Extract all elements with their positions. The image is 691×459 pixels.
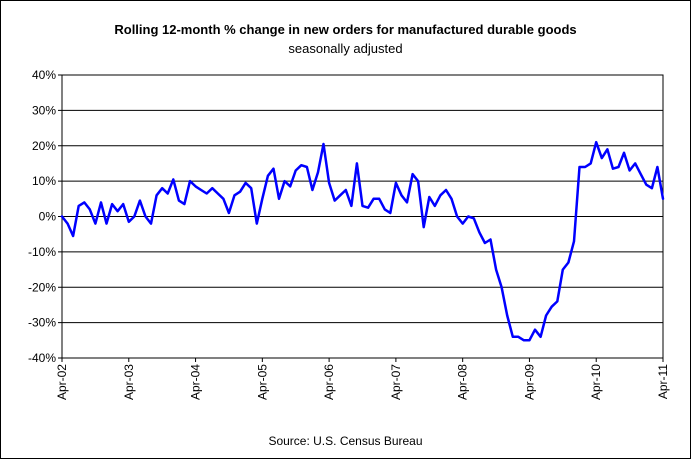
x-tick-label: Apr-04 bbox=[189, 364, 203, 400]
y-tick-label: 30% bbox=[32, 103, 56, 117]
series-line bbox=[60, 140, 665, 342]
y-tick-label: 0% bbox=[39, 210, 57, 224]
y-tick-label: -30% bbox=[28, 316, 56, 330]
x-tick-label: Apr-05 bbox=[255, 364, 269, 400]
y-tick-label: -40% bbox=[28, 351, 56, 365]
chart-title: Rolling 12-month % change in new orders … bbox=[114, 22, 577, 37]
source-note: Source: U.S. Census Bureau bbox=[268, 434, 423, 448]
y-tick-label: -10% bbox=[28, 245, 56, 259]
chart-subtitle: seasonally adjusted bbox=[288, 41, 403, 56]
x-tick-label: Apr-06 bbox=[322, 364, 336, 400]
y-tick-label: 10% bbox=[32, 174, 56, 188]
x-tick-label: Apr-08 bbox=[456, 364, 470, 400]
x-tick-label: Apr-07 bbox=[389, 364, 403, 400]
x-tick-label: Apr-11 bbox=[656, 364, 670, 399]
y-tick-label: -20% bbox=[28, 280, 56, 294]
x-tick-label: Apr-09 bbox=[522, 364, 536, 400]
x-tick-label: Apr-10 bbox=[589, 364, 603, 400]
x-tick-label: Apr-03 bbox=[122, 364, 136, 400]
x-tick-label: Apr-02 bbox=[55, 364, 69, 400]
y-tick-label: 20% bbox=[32, 139, 56, 153]
y-tick-label: 40% bbox=[32, 68, 56, 82]
